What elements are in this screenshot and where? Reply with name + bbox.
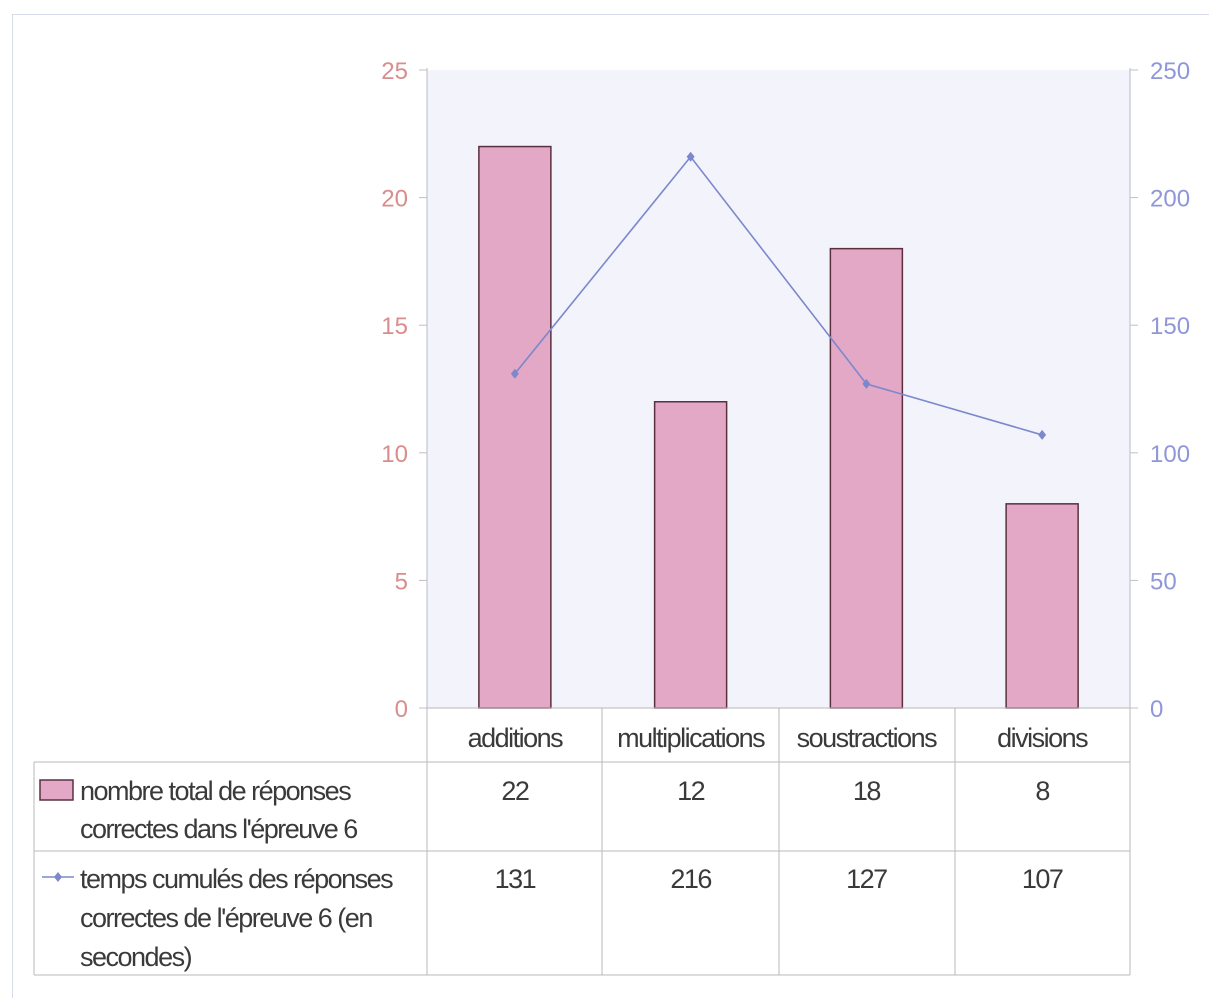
data-label-line: 216 [670, 864, 711, 894]
bar [653, 401, 728, 709]
data-label-bars: 8 [1035, 776, 1049, 806]
right-tick-label: 100 [1150, 441, 1190, 468]
left-tick-label: 25 [381, 58, 408, 85]
legend-label-line: secondes) [80, 942, 192, 972]
left-tick-label: 20 [381, 186, 408, 213]
data-label-line: 107 [1022, 864, 1063, 894]
line-point [510, 368, 519, 379]
line-point [862, 378, 871, 389]
left-tick-label: 15 [381, 313, 408, 340]
category-label: additions [468, 723, 564, 753]
data-label-line: 127 [846, 864, 887, 894]
legend-bar-swatch [39, 779, 74, 801]
line-series [514, 155, 1043, 436]
category-label: multiplications [617, 723, 765, 753]
chart-frame [12, 14, 1209, 998]
line-point [686, 151, 695, 162]
data-label-bars: 22 [501, 776, 529, 806]
right-tick-label: 250 [1150, 58, 1190, 85]
legend-label-line: correctes de l'épreuve 6 (en [80, 903, 372, 933]
legend-label-bars: nombre total de réponses [80, 776, 351, 806]
right-tick-label: 0 [1150, 696, 1163, 723]
right-tick-label: 200 [1150, 186, 1190, 213]
left-tick-label: 10 [381, 441, 408, 468]
bar [829, 247, 904, 709]
right-tick-label: 50 [1150, 568, 1177, 595]
bar [1005, 503, 1079, 709]
category-label: divisions [997, 723, 1088, 753]
data-label-bars: 18 [853, 776, 881, 806]
data-label-line: 131 [495, 864, 536, 894]
line-point [1038, 429, 1047, 440]
legend-label-line: temps cumulés des réponses [80, 864, 393, 894]
left-tick-label: 5 [395, 568, 408, 595]
right-tick-label: 150 [1150, 313, 1190, 340]
bar [478, 145, 552, 709]
data-label-bars: 12 [677, 776, 705, 806]
category-label: soustractions [797, 723, 938, 753]
legend-line-marker [54, 872, 62, 882]
legend-label-bars: correctes dans l'épreuve 6 [80, 814, 357, 844]
left-tick-label: 0 [395, 696, 408, 723]
